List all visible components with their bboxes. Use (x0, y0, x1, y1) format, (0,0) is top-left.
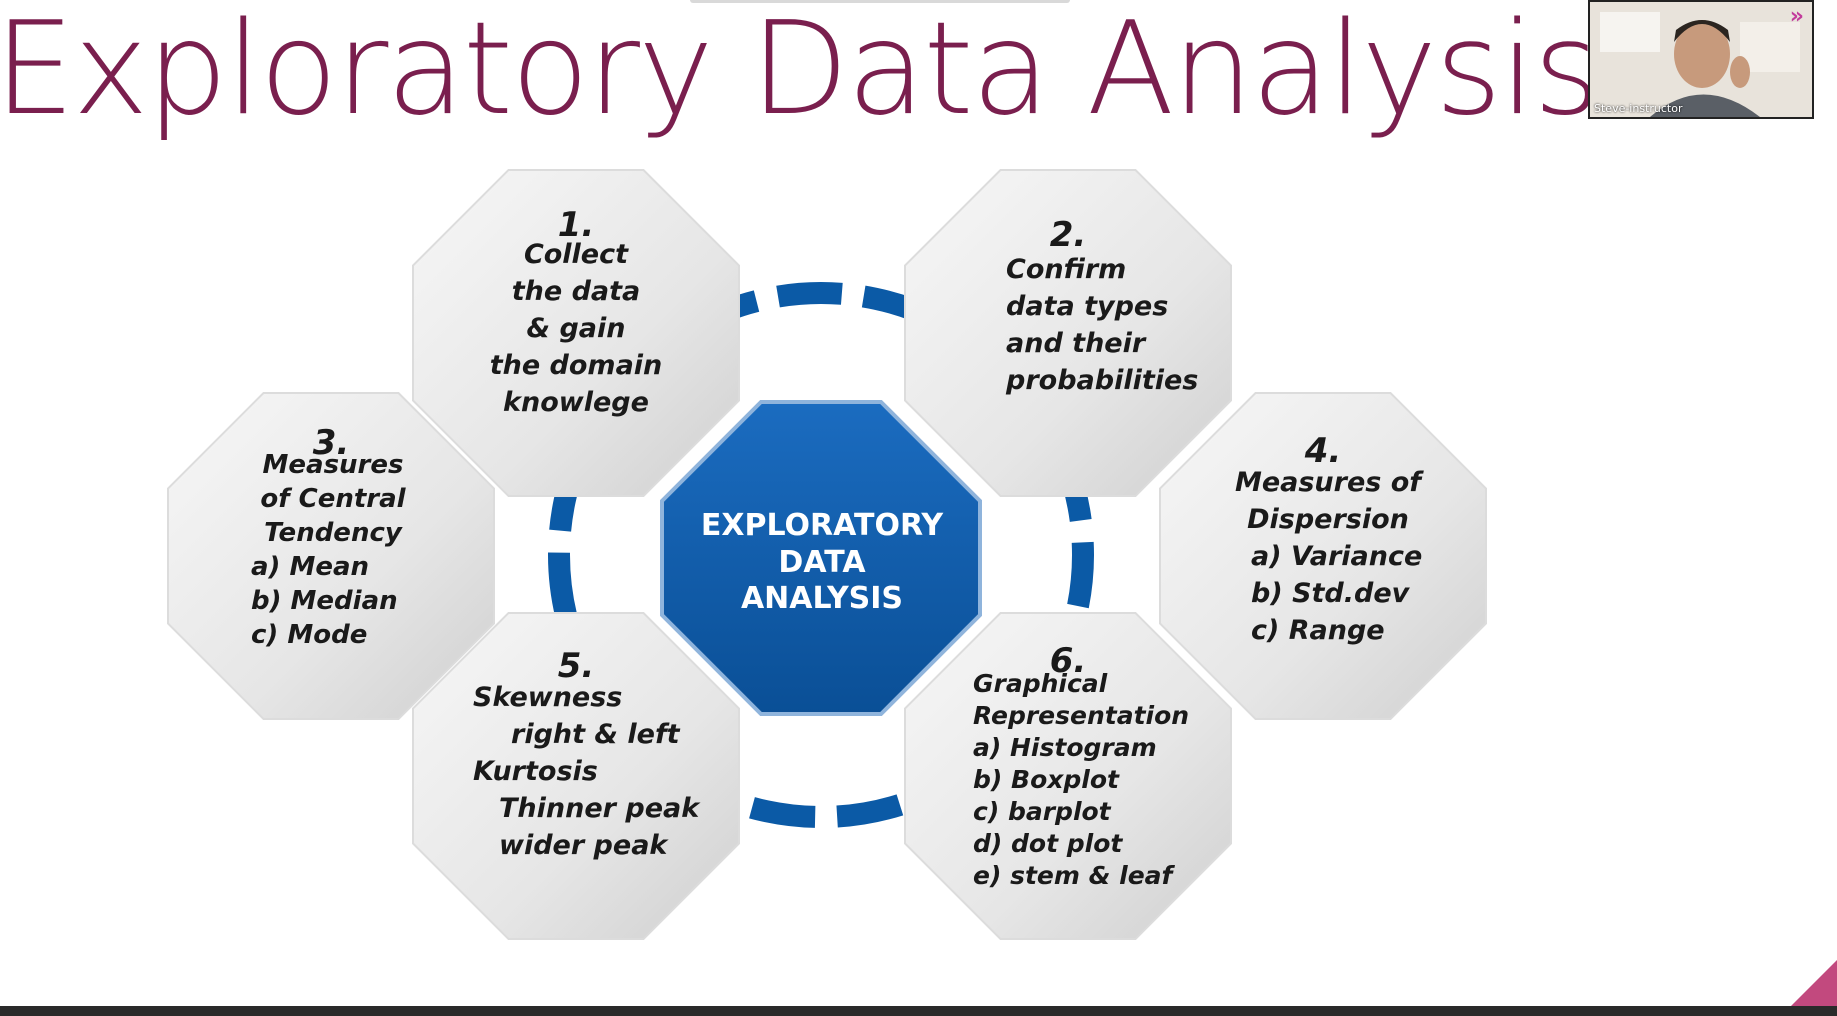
step-text-line: Graphical (973, 669, 1108, 698)
step-text-line: Dispersion (1247, 504, 1409, 535)
presenter-video-tile[interactable]: » Steve-instructor (1588, 0, 1814, 119)
presenter-name: Steve-instructor (1594, 102, 1683, 115)
presenter-avatar (1590, 2, 1812, 117)
step-octagon: 6.Graphical Representation a) Histogram b) … (904, 612, 1232, 940)
step-text-line: Collect (524, 239, 629, 270)
center-line: ANALYSIS (741, 581, 903, 616)
steps-layer: 1.Collect the data & gain the domain knowleg… (167, 169, 1487, 940)
step-text-line: Kurtosis (473, 756, 598, 787)
step-text-line: a) Mean (251, 552, 369, 582)
step-text-line: a) Histogram (973, 733, 1157, 762)
step-text-line: Skewness (473, 682, 622, 713)
center-line: EXPLORATORY (701, 508, 945, 543)
step-text-line: the domain (490, 350, 663, 381)
step-text-line: probabilities (1005, 365, 1198, 396)
step-text-line: Tendency (264, 518, 403, 548)
step-text-line: knowlege (503, 387, 649, 418)
step-octagon: 5.Skewness right & left Kurtosis Thinner pe… (412, 612, 740, 940)
step-text-line: c) Range (1251, 615, 1385, 646)
step-number: 2. (1050, 215, 1087, 255)
chevron-right-icon[interactable]: » (1789, 4, 1804, 29)
step-text-line: data types (1006, 291, 1168, 322)
step-text-line: b) Std.dev (1251, 578, 1411, 609)
step-octagon: 1.Collect the data & gain the domain knowleg… (412, 169, 740, 497)
step-text-line: and their (1006, 328, 1147, 359)
step-octagon: 2.Confirm data types and their probabilitie… (904, 169, 1232, 497)
connector-ring (548, 281, 1094, 828)
step-octagon: 4.Measures of Dispersion a) Variance b) Std… (1159, 392, 1487, 720)
step-text-line: Measures of (1235, 467, 1424, 498)
step-number: 5. (558, 646, 595, 686)
step-text-line: Representation (973, 701, 1189, 730)
step-text-line: the data (512, 276, 641, 307)
octagon-shape (1159, 392, 1487, 720)
slide-title: Exploratory Data Analysis (0, 0, 1600, 144)
step-text-line: c) Mode (251, 620, 367, 650)
step-number: 6. (1050, 641, 1087, 681)
step-text-line: of Central (260, 484, 406, 514)
step-text-line: wider peak (499, 830, 669, 861)
step-text-line: e) stem & leaf (973, 861, 1176, 890)
octagon-shape (904, 612, 1232, 940)
step-text-line: b) Boxplot (973, 765, 1120, 794)
step-text-line: a) Variance (1251, 541, 1422, 572)
step-text-line: Confirm (1006, 254, 1126, 285)
step-number: 1. (558, 205, 595, 245)
corner-decoration (1791, 960, 1837, 1006)
step-text-line: Measures (263, 450, 404, 480)
step-text-line: & gain (527, 313, 626, 344)
step-number: 3. (313, 423, 350, 463)
step-text-line: Thinner peak (499, 793, 701, 824)
center-octagon: EXPLORATORY DATA ANALYSIS (660, 400, 982, 716)
taskbar (0, 1006, 1837, 1016)
octagon-shape (412, 612, 740, 940)
octagon-shape (904, 169, 1232, 497)
step-text-line: d) dot plot (973, 829, 1123, 858)
octagon-shape (412, 169, 740, 497)
octagon-shape (167, 392, 495, 720)
step-text-line: b) Median (251, 586, 398, 616)
top-strip (690, 0, 1070, 3)
step-text-line: right & left (511, 719, 681, 750)
step-text-line: c) barplot (973, 797, 1112, 826)
step-number: 4. (1304, 431, 1342, 471)
center-line: DATA (778, 545, 866, 580)
step-octagon: 3.Measures of Central Tendency a) Mean b) Me… (167, 392, 495, 720)
